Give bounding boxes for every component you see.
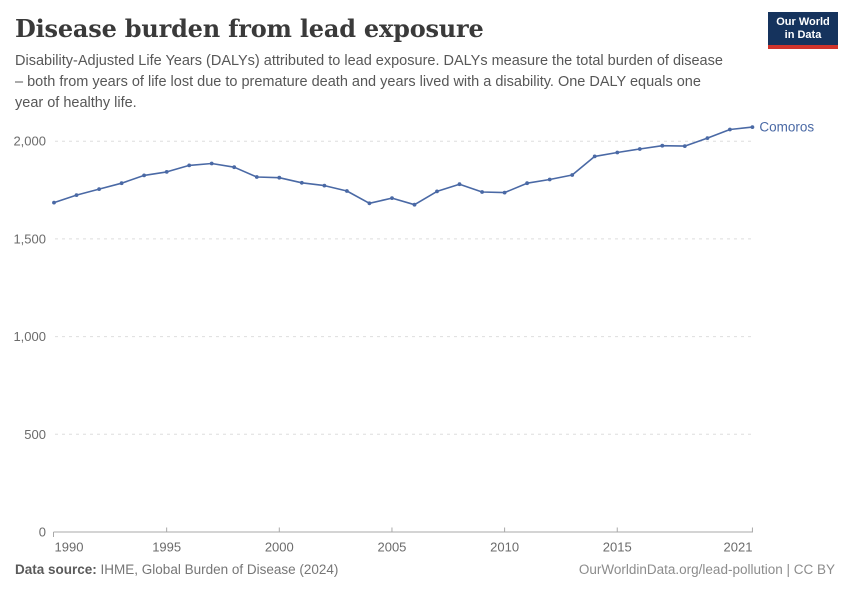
data-point [187, 163, 192, 168]
data-point [592, 154, 597, 159]
chart-subtitle: Disability-Adjusted Life Years (DALYs) a… [15, 51, 775, 114]
attribution-text: OurWorldinData.org/lead-pollution | CC B… [578, 562, 835, 577]
data-point [682, 144, 687, 148]
data-point [547, 177, 552, 182]
page-title: Disease burden from lead exposure [15, 14, 484, 43]
x-axis-tick-label: 2010 [490, 540, 519, 555]
data-point [142, 173, 147, 178]
x-axis-tick-label: 1990 [55, 540, 84, 555]
data-point [299, 180, 304, 185]
data-point [480, 190, 484, 194]
y-axis-tick-label: 500 [24, 427, 46, 442]
series-label-comoros: Comoros [759, 120, 814, 135]
x-axis-tick-label: 2005 [377, 540, 406, 555]
data-point [277, 175, 282, 180]
x-axis-tick-label: 1995 [152, 540, 181, 555]
data-point [209, 161, 214, 166]
subtitle-line-3: year of healthy life. [15, 95, 137, 111]
data-point [660, 143, 665, 148]
data-point [728, 127, 732, 132]
y-axis-tick-label: 1,500 [13, 231, 46, 246]
y-axis-tick-label: 2,000 [13, 134, 46, 149]
subtitle-line-1: Disability-Adjusted Life Years (DALYs) a… [15, 53, 723, 69]
x-axis-tick-label: 2015 [603, 540, 632, 555]
chart-footer: Data source: IHME, Global Burden of Dise… [15, 562, 835, 577]
data-point [570, 173, 575, 177]
data-source-note: Data source: IHME, Global Burden of Dise… [15, 562, 338, 577]
y-axis-tick-label: 1,000 [13, 329, 46, 344]
data-point [52, 200, 56, 205]
data-point [254, 175, 259, 179]
data-point [705, 136, 710, 140]
data-point [367, 201, 372, 206]
data-point [457, 182, 462, 187]
data-source-label: Data source: [15, 562, 97, 577]
data-point [119, 181, 124, 186]
data-point [322, 183, 327, 188]
subtitle-line-2: – both from years of life lost due to pr… [15, 74, 701, 90]
owid-logo-text-line2: in Data [784, 28, 822, 41]
data-point [435, 189, 439, 194]
x-axis-tick-label: 2000 [265, 540, 294, 555]
chart-canvas[interactable]: 0 500 1,000 1,500 2,000 1990 1995 2000 2005 2010 2… [0, 100, 850, 560]
owid-logo-text-line1: Our World [776, 15, 830, 28]
data-point [97, 187, 101, 191]
data-point [637, 147, 642, 151]
data-point [502, 190, 507, 195]
data-point [390, 196, 394, 200]
data-source-value: IHME, Global Burden of Disease (2024) [100, 562, 339, 577]
data-point [412, 202, 417, 207]
data-point [525, 181, 529, 186]
x-axis-tick-label: 2021 [724, 540, 753, 555]
y-axis-tick-label: 0 [39, 525, 46, 540]
data-point [74, 193, 79, 197]
data-point [345, 189, 349, 193]
data-point [232, 165, 237, 170]
data-line-comoros [53, 126, 754, 206]
owid-logo: Our World in Data [768, 12, 838, 49]
data-point [615, 150, 620, 155]
data-point [164, 170, 169, 174]
data-point [750, 125, 755, 129]
